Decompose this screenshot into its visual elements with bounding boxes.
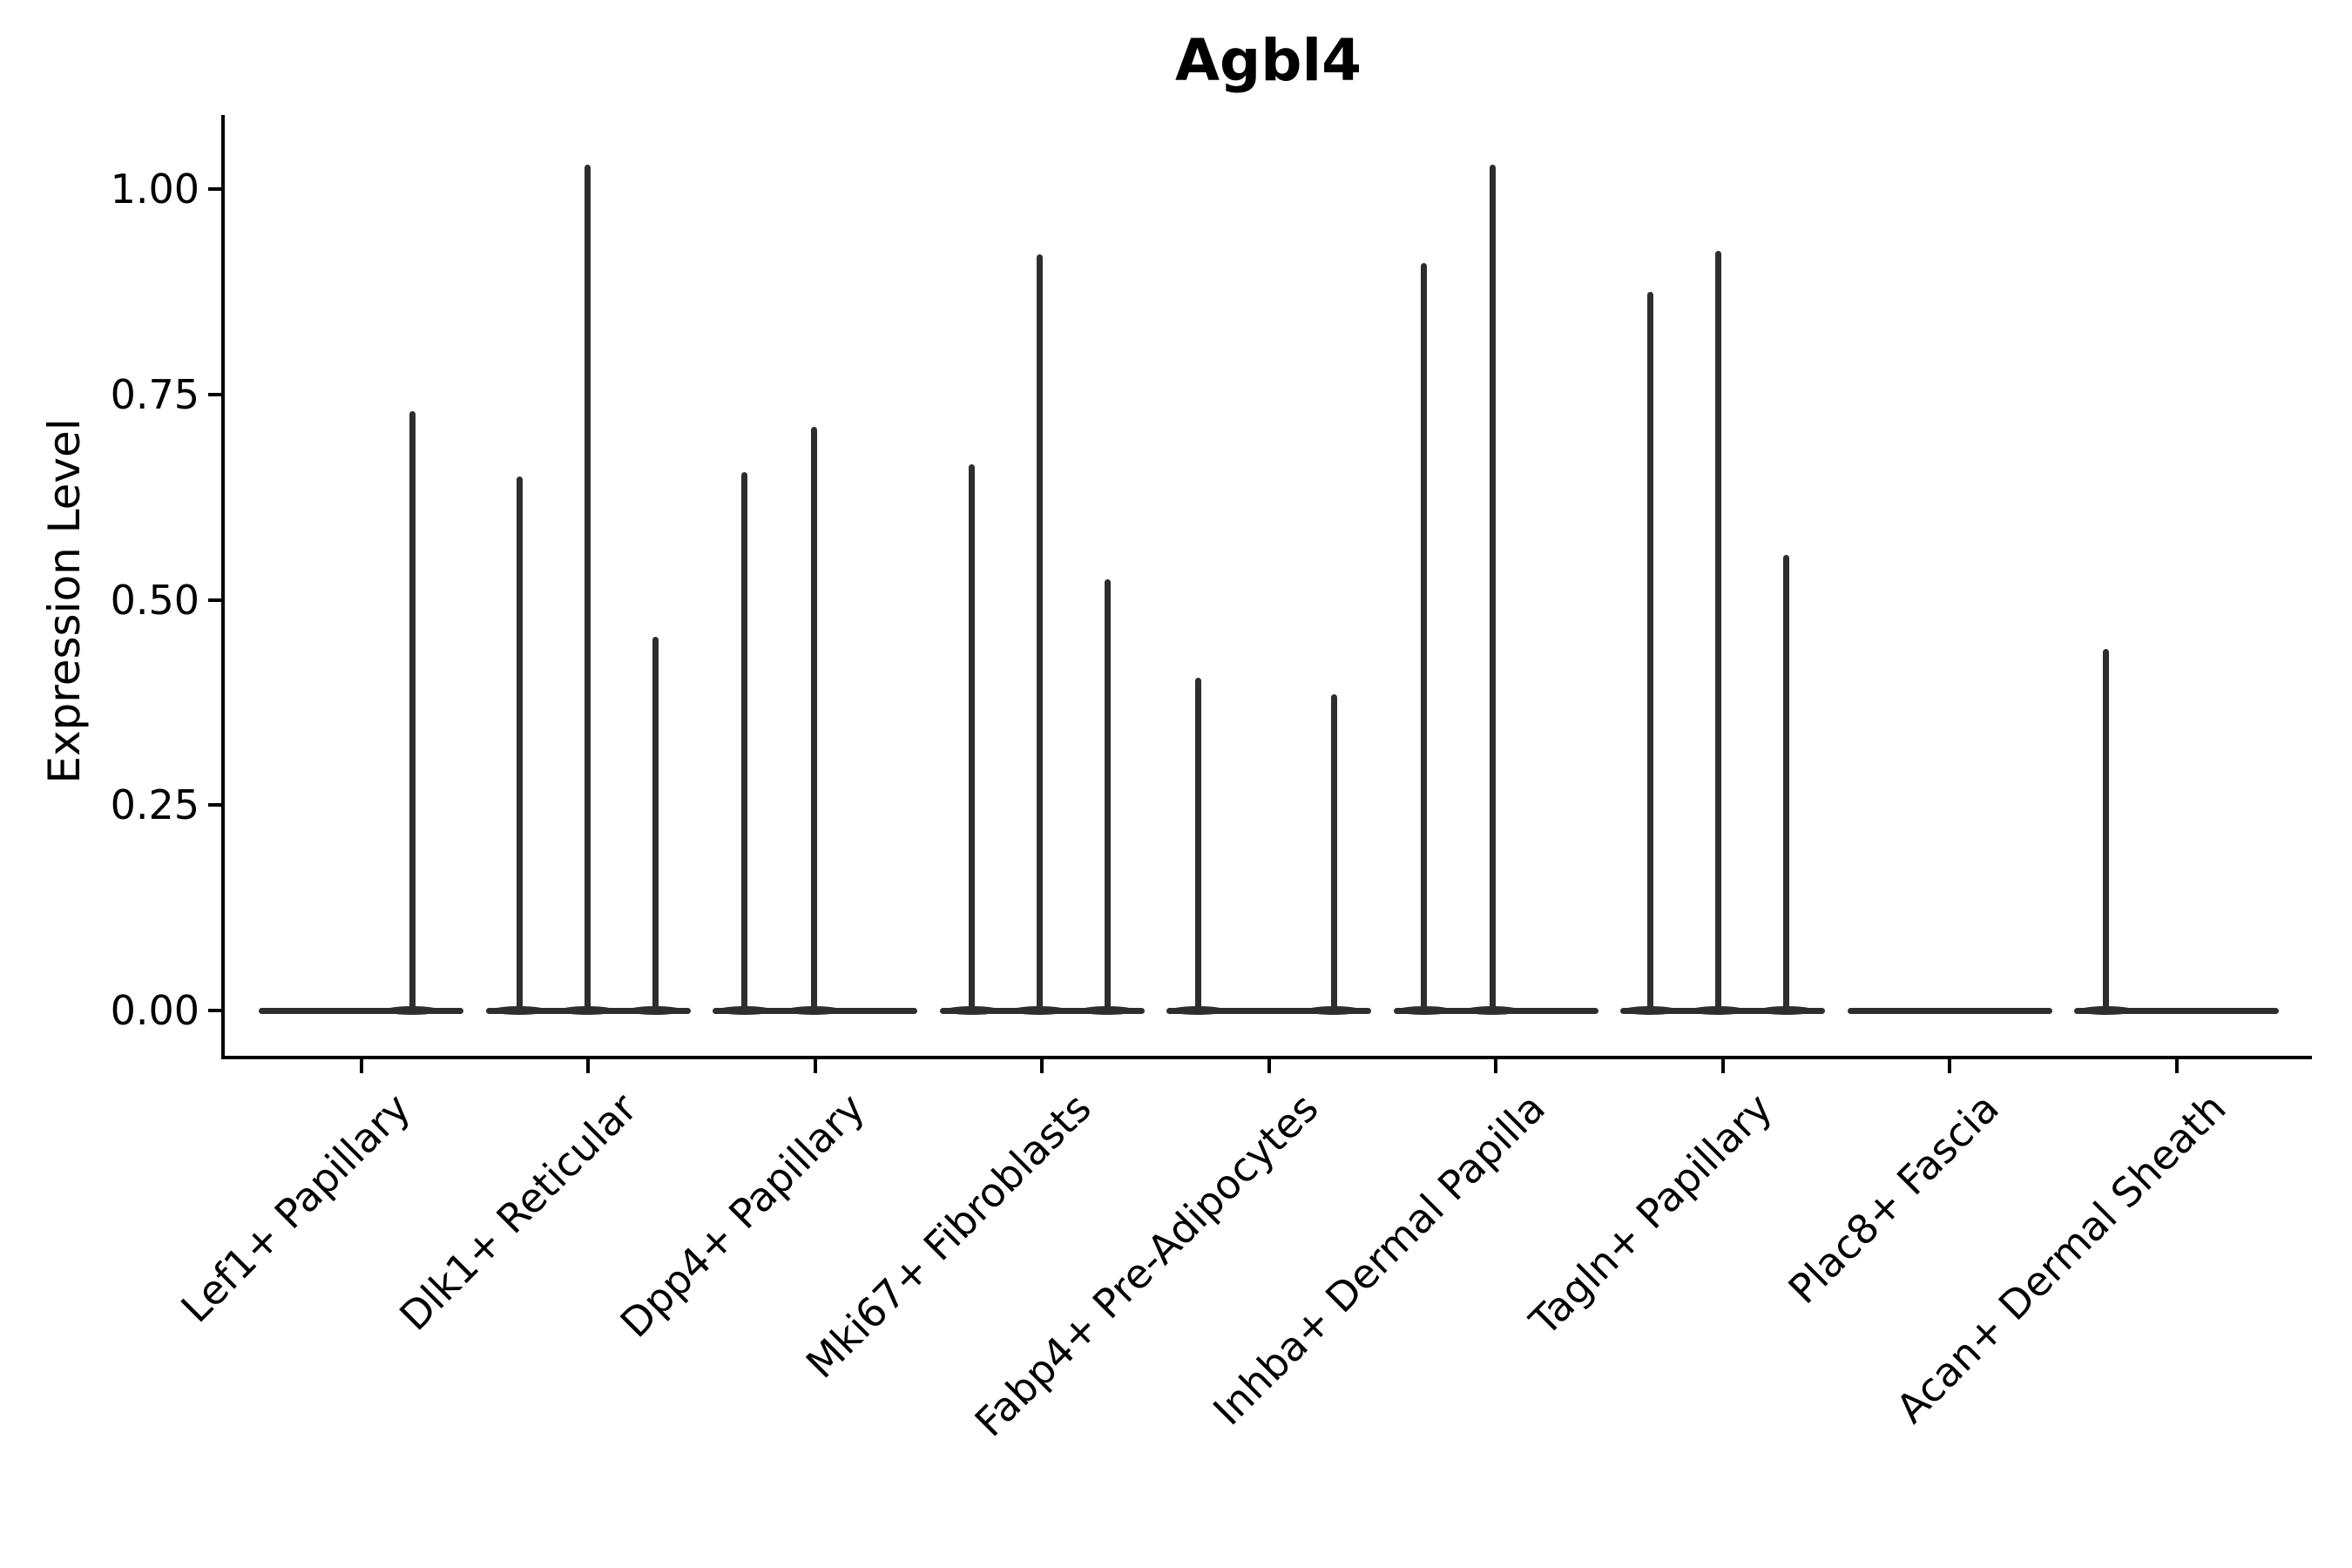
x-tick-mark [359,1059,363,1073]
y-axis-line [221,115,225,1059]
chart-title: Agbl4 [1174,27,1362,94]
violin-spike [810,427,817,1012]
violin-base [1166,1007,1371,1014]
violin-flare [1622,1006,1679,1015]
x-tick-mark [1720,1059,1725,1073]
violin-flare [2078,1006,2134,1015]
violin-flare [786,1006,842,1015]
violin-spike [1646,291,1653,1012]
x-tick-label: Lef1+ Papillary [172,1084,420,1332]
x-tick-label: Dlk1+ Reticular [390,1084,646,1340]
violin-flare [1170,1006,1227,1015]
violin-flare [716,1006,773,1015]
violin-flare [559,1006,616,1015]
violin-spike [1194,678,1201,1012]
violin-base [2074,1007,2279,1014]
violin-flare [1758,1006,1815,1015]
violin-spike [1421,262,1428,1012]
y-tick-mark [208,803,221,808]
y-tick-mark [208,598,221,602]
x-tick-label: Dpp4+ Papillary [611,1084,874,1347]
x-tick-mark [2174,1059,2179,1073]
violin-spike [1489,164,1496,1012]
violin-flare [1396,1006,1452,1015]
x-tick-mark [1948,1059,1951,1073]
y-tick-label: 0.00 [110,987,199,1034]
violin-spike [1783,554,1790,1012]
y-tick-label: 0.25 [110,781,199,829]
violin-flare [943,1006,1000,1015]
violin-flare [384,1006,440,1015]
violin-base [1847,1007,2052,1014]
violin-flare [1690,1006,1747,1015]
x-axis-line [221,1056,2312,1059]
violin-flare [1079,1006,1136,1015]
x-tick-mark [813,1059,817,1073]
x-tick-label: Plac8+ Fascia [1779,1084,2008,1313]
violin-spike [1330,693,1337,1012]
violin-flare [1011,1006,1068,1015]
violin-flare [1464,1006,1520,1015]
x-tick-label: Tagln+ Papillary [1520,1084,1781,1345]
violin-flare [491,1006,548,1015]
violin-spike [409,410,416,1012]
x-tick-mark [586,1059,590,1073]
violin-spike [1104,578,1111,1012]
violin-spike [969,463,976,1012]
y-tick-label: 0.75 [110,370,199,418]
violin-spike [741,472,748,1012]
violin-base [259,1007,463,1014]
y-tick-mark [208,187,221,191]
violin-spike [2103,649,2110,1012]
violin-spike [1036,254,1043,1012]
y-tick-mark [208,1009,221,1012]
y-tick-label: 1.00 [110,166,199,213]
x-tick-mark [1494,1059,1497,1073]
y-tick-label: 0.50 [110,576,199,624]
violin-spike [584,164,591,1012]
y-tick-mark [208,392,221,396]
x-tick-mark [1040,1059,1044,1073]
x-tick-mark [1267,1059,1271,1073]
violin-spike [1714,250,1721,1012]
violin-flare [627,1006,684,1015]
violin-flare [1306,1006,1362,1015]
violin-spike [652,636,659,1012]
violin-spike [516,476,523,1012]
